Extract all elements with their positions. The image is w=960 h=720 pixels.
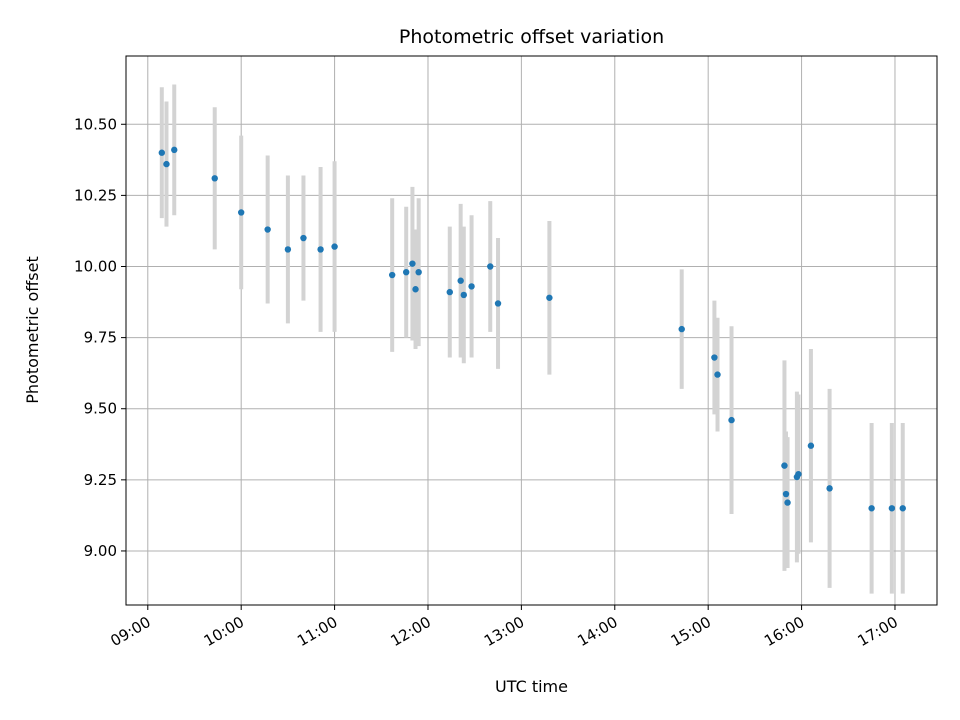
data-point [211,175,218,182]
data-point [888,505,896,512]
data-point [446,288,453,296]
data-point [711,354,718,361]
data-point [714,371,721,378]
y-axis-label: Photometric offset [23,256,42,404]
grid [126,56,937,605]
data-point [388,271,396,279]
data-point [457,277,464,284]
data-point [460,291,467,299]
data-point [284,246,292,253]
data-point [494,300,502,307]
data-point [300,234,307,242]
x-axis-label: UTC time [495,677,568,696]
y-tick-label: 9.50 [84,400,117,418]
data-point [412,286,419,293]
y-tick-label: 10.00 [74,257,117,275]
y-tick-label: 10.25 [74,186,117,204]
data-point [868,505,875,512]
data-point [264,226,271,233]
data-point [402,268,410,276]
data-point [807,442,815,449]
data-point [728,416,735,424]
data-point [487,263,494,270]
chart-title: Photometric offset variation [399,26,664,48]
y-tick-label: 9.75 [84,329,117,347]
data-point [546,294,553,301]
data-point [171,146,178,154]
data-point [331,243,338,250]
data-point [163,160,170,168]
data-points [158,146,906,512]
data-point [158,149,166,156]
data-point [784,499,791,506]
y-axis: 9.00 9.25 9.50 9.75 10.00 10.25 10.50 [74,115,126,560]
data-point [781,462,788,469]
data-point [468,283,475,290]
plot-frame [125,55,938,606]
data-point [795,470,802,478]
data-point [317,246,324,253]
data-point [409,260,416,267]
y-tick-label: 10.50 [74,115,117,133]
y-tick-label: 9.00 [84,542,117,560]
data-point [678,325,685,333]
data-point [237,209,245,216]
data-point [826,485,833,492]
data-point [899,505,906,512]
data-point [782,490,790,498]
y-tick-label: 9.25 [84,471,117,489]
data-point [415,268,422,276]
